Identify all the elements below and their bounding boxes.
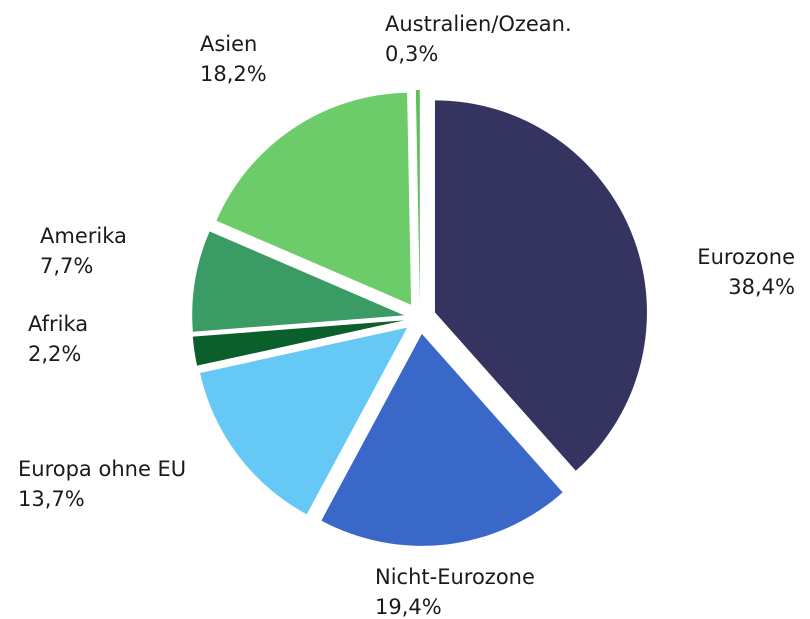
pie-slice — [192, 231, 405, 332]
slice-value-label: 38,4% — [728, 275, 795, 299]
pie-slice — [192, 320, 405, 366]
slice-value-label: 2,2% — [28, 342, 81, 366]
slice-label: Afrika — [28, 312, 88, 336]
pie-slice — [415, 90, 420, 303]
slice-label: Asien — [200, 32, 257, 56]
slice-value-label: 0,3% — [385, 42, 438, 66]
slice-value-label: 19,4% — [375, 595, 442, 619]
slice-value-label: 7,7% — [40, 254, 93, 278]
slice-label: Australien/Ozean. — [385, 12, 572, 36]
pie-slice — [321, 333, 563, 546]
slice-value-label: 13,7% — [18, 487, 85, 511]
slice-label: Europa ohne EU — [18, 457, 186, 481]
slice-label: Nicht-Eurozone — [375, 565, 535, 589]
pie-slice — [200, 327, 408, 515]
pie-slice — [216, 92, 412, 305]
slice-value-label: 18,2% — [200, 62, 267, 86]
slice-label: Amerika — [40, 224, 127, 248]
slice-label: Eurozone — [697, 245, 795, 269]
pie-slice — [434, 100, 647, 471]
